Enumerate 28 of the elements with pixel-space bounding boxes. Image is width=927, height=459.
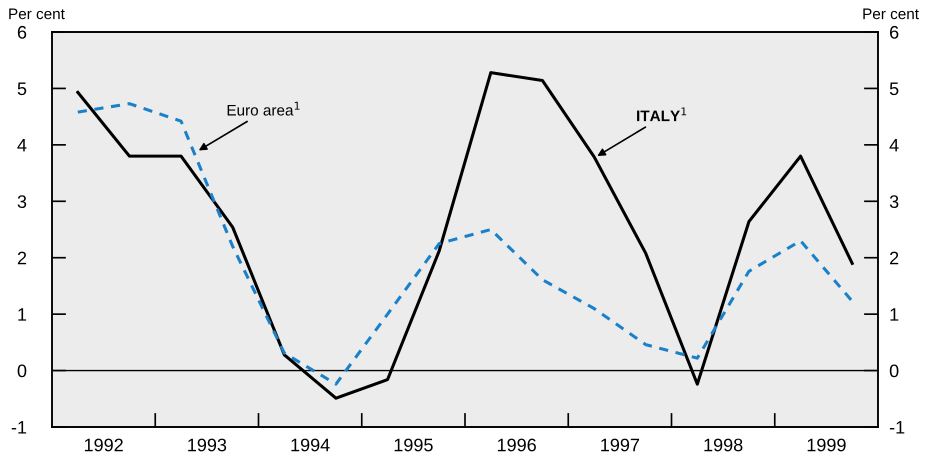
y2-tick-label: 5 [890, 82, 898, 96]
y2-tick-label: 6 [890, 26, 898, 39]
x-tick-label: 1998 [704, 438, 742, 452]
y2-tick-label: -1 [890, 421, 904, 434]
y-tick-label: 3 [18, 195, 26, 208]
x-tick-label: 1997 [601, 438, 640, 452]
y2-tick-label: 0 [890, 364, 898, 378]
x-tick-label: 1993 [188, 438, 226, 452]
y2-axis-title: Per cent [863, 8, 919, 20]
y2-tick-label: 4 [890, 138, 899, 152]
x-tick-label: 1994 [291, 438, 330, 452]
y2-tick-label: 2 [890, 252, 898, 264]
x-tick-label: 1996 [498, 438, 536, 452]
y-tick-label: -1 [12, 421, 26, 434]
y-tick-label: 6 [18, 26, 26, 39]
y-tick-label: 0 [18, 364, 26, 378]
y-tick-label: 5 [18, 82, 26, 96]
y2-tick-label: 3 [890, 195, 898, 208]
x-tick-label: 1999 [808, 438, 846, 452]
y2-tick-label: 1 [890, 308, 898, 321]
y-tick-label: 1 [18, 308, 26, 321]
y-tick-label: 4 [17, 138, 26, 152]
annotation: ITALY$^{1}$ [637, 107, 686, 122]
annotation: Euro area$^{1}$ [228, 102, 300, 116]
x-tick-label: 1995 [394, 438, 433, 452]
y-tick-label: 2 [18, 252, 26, 264]
y-axis-title: Per cent [9, 8, 65, 20]
x-tick-label: 1992 [84, 438, 123, 452]
